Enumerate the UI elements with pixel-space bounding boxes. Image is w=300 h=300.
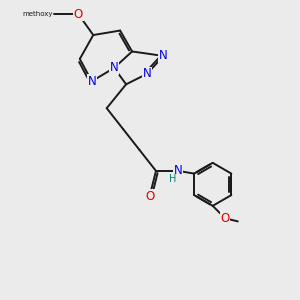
- Text: O: O: [220, 212, 230, 225]
- Text: N: N: [87, 75, 96, 88]
- Text: O: O: [74, 8, 83, 21]
- Text: N: N: [110, 61, 118, 74]
- Text: N: N: [142, 68, 152, 80]
- Text: N: N: [159, 50, 168, 62]
- Text: O: O: [146, 190, 154, 203]
- Text: methoxy: methoxy: [22, 11, 53, 17]
- Text: H: H: [169, 174, 176, 184]
- Text: N: N: [174, 164, 183, 177]
